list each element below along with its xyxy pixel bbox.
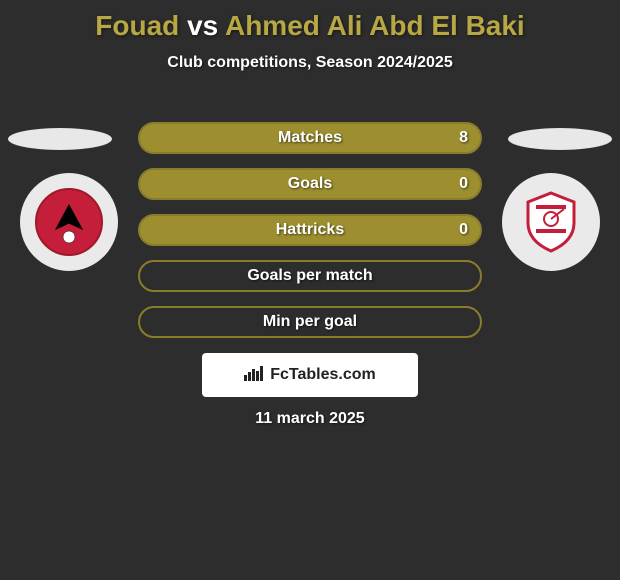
stat-value-right: 8 [459, 124, 468, 152]
zamalek-logo-icon [516, 187, 586, 257]
branding-text: FcTables.com [270, 366, 376, 384]
branding-badge: FcTables.com [202, 353, 418, 397]
stat-label: Hattricks [140, 216, 480, 244]
player2-club-logo [502, 173, 600, 271]
stat-row: Goals0 [138, 168, 482, 200]
stats-container: Matches8Goals0Hattricks0Goals per matchM… [138, 122, 482, 352]
stat-label: Goals per match [140, 262, 480, 290]
player1-name-badge [8, 128, 112, 150]
player2-name: Ahmed Ali Abd El Baki [225, 10, 525, 41]
stat-label: Min per goal [140, 308, 480, 336]
stat-row: Goals per match [138, 260, 482, 292]
stat-row: Min per goal [138, 306, 482, 338]
stat-label: Goals [140, 170, 480, 198]
stat-value-right: 0 [459, 170, 468, 198]
comparison-title: Fouad vs Ahmed Ali Abd El Baki [0, 0, 620, 42]
player1-club-logo [20, 173, 118, 271]
player1-name: Fouad [95, 10, 179, 41]
bar-chart-icon [244, 365, 264, 386]
stat-row: Matches8 [138, 122, 482, 154]
versus-text: vs [187, 10, 218, 41]
date-label: 11 march 2025 [0, 410, 620, 428]
stat-row: Hattricks0 [138, 214, 482, 246]
subtitle: Club competitions, Season 2024/2025 [0, 54, 620, 72]
stat-label: Matches [140, 124, 480, 152]
player2-name-badge [508, 128, 612, 150]
stat-value-right: 0 [459, 216, 468, 244]
al-ahly-logo-icon [34, 187, 104, 257]
